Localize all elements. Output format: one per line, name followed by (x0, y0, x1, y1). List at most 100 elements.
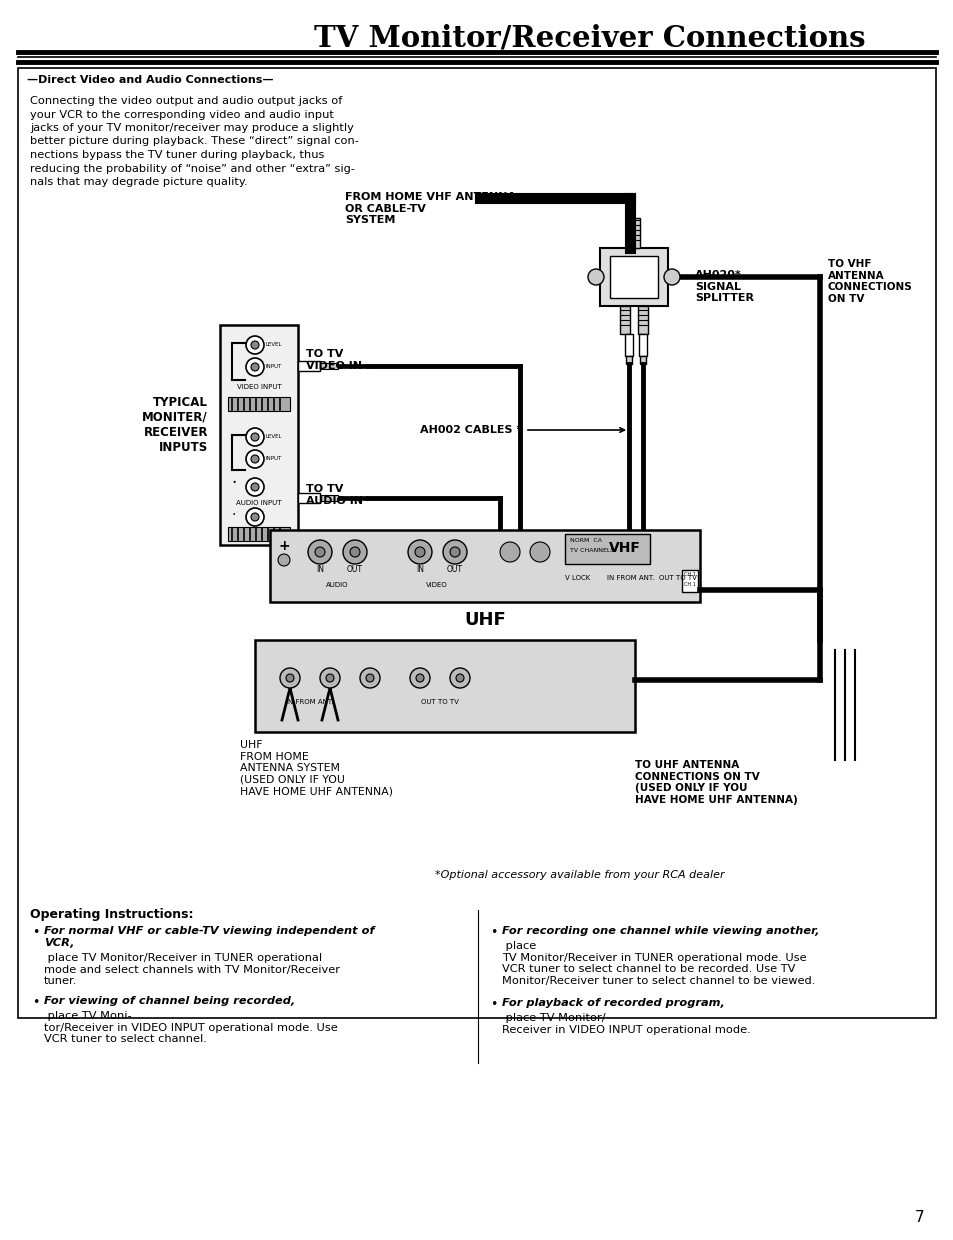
Text: place TV Monitor/
Receiver in VIDEO INPUT operational mode.: place TV Monitor/ Receiver in VIDEO INPU… (501, 1013, 750, 1034)
Text: IN: IN (416, 565, 423, 574)
Text: V LOCK: V LOCK (564, 575, 590, 582)
Text: TV CHANNELS: TV CHANNELS (569, 548, 614, 553)
Text: VHF: VHF (608, 541, 640, 556)
Bar (297, 361, 319, 371)
Text: AUDIO INPUT: AUDIO INPUT (236, 500, 281, 506)
Bar (270, 529, 700, 601)
Text: LEVEL: LEVEL (266, 342, 282, 347)
Bar (337, 496, 368, 500)
Text: •: • (490, 998, 497, 1011)
Text: OUT: OUT (347, 565, 363, 574)
Bar (254, 640, 635, 732)
Circle shape (251, 363, 258, 371)
Text: •: • (490, 926, 497, 939)
Circle shape (251, 455, 258, 463)
Circle shape (442, 539, 467, 564)
Circle shape (343, 539, 367, 564)
Circle shape (326, 675, 334, 682)
Circle shape (251, 484, 258, 491)
Circle shape (286, 675, 294, 682)
Text: +: + (278, 539, 290, 553)
Text: TYPICAL
MONITER/
RECEIVER
INPUTS: TYPICAL MONITER/ RECEIVER INPUTS (142, 396, 208, 454)
Text: AH002 CABLES *: AH002 CABLES * (419, 425, 623, 435)
Text: For playback of recorded program,: For playback of recorded program, (501, 998, 724, 1008)
Circle shape (499, 542, 519, 562)
Text: AUDIO: AUDIO (325, 582, 348, 588)
Circle shape (246, 336, 264, 353)
Bar (681, 570, 698, 591)
Text: place TV Monitor/Receiver in TUNER operational
mode and select channels with TV : place TV Monitor/Receiver in TUNER opera… (44, 954, 339, 986)
Text: TO TV
AUDIO IN: TO TV AUDIO IN (306, 484, 363, 506)
Text: CH 1: CH 1 (683, 582, 695, 587)
Bar (18, 68, 935, 1018)
Bar (564, 534, 649, 564)
Circle shape (246, 477, 264, 496)
Text: CH 1: CH 1 (683, 572, 695, 577)
Text: AH020*
SIGNAL
SPLITTER: AH020* SIGNAL SPLITTER (695, 270, 753, 304)
Bar (220, 325, 297, 546)
Text: TO VHF
ANTENNA
CONNECTIONS
ON TV: TO VHF ANTENNA CONNECTIONS ON TV (827, 259, 912, 304)
Circle shape (450, 668, 470, 688)
Text: *Optional accessory available from your RCA dealer: *Optional accessory available from your … (435, 870, 724, 880)
Text: Connecting the video output and audio output jacks of: Connecting the video output and audio ou… (30, 95, 342, 105)
Circle shape (416, 675, 423, 682)
Bar (638, 306, 647, 334)
Circle shape (450, 547, 459, 557)
Circle shape (530, 542, 550, 562)
Circle shape (251, 341, 258, 348)
Text: TO UHF ANTENNA
CONNECTIONS ON TV
(USED ONLY IF YOU
HAVE HOME UHF ANTENNA): TO UHF ANTENNA CONNECTIONS ON TV (USED O… (635, 760, 797, 805)
Text: TV Monitor/Receiver Connections: TV Monitor/Receiver Connections (314, 24, 865, 52)
Bar (297, 494, 319, 503)
Text: NORM  CA: NORM CA (569, 537, 601, 543)
Text: INPUT: INPUT (266, 456, 282, 461)
Text: For viewing of channel being recorded,: For viewing of channel being recorded, (44, 996, 294, 1006)
Circle shape (410, 668, 430, 688)
Circle shape (359, 668, 379, 688)
Circle shape (415, 547, 424, 557)
Text: UHF: UHF (464, 611, 505, 629)
Text: ·: · (232, 508, 236, 522)
Text: reducing the probability of “noise” and other “extra” sig-: reducing the probability of “noise” and … (30, 164, 355, 174)
Circle shape (277, 554, 290, 565)
Circle shape (246, 428, 264, 446)
Text: your VCR to the corresponding video and audio input: your VCR to the corresponding video and … (30, 109, 334, 119)
Text: OUT TO TV: OUT TO TV (420, 699, 458, 706)
Text: •: • (32, 996, 39, 1009)
Text: place
TV Monitor/Receiver in TUNER operational mode. Use
VCR tuner to select cha: place TV Monitor/Receiver in TUNER opera… (501, 941, 815, 986)
Circle shape (251, 513, 258, 521)
Circle shape (319, 668, 339, 688)
Text: VIDEO: VIDEO (426, 582, 447, 588)
Text: IN FROM ANT.: IN FROM ANT. (286, 699, 334, 706)
Bar (639, 356, 645, 365)
Circle shape (246, 358, 264, 376)
Bar (228, 527, 290, 541)
Text: VIDEO INPUT: VIDEO INPUT (236, 384, 281, 391)
Circle shape (246, 508, 264, 526)
Circle shape (308, 539, 332, 564)
Circle shape (456, 675, 463, 682)
Circle shape (246, 450, 264, 467)
Text: IN FROM ANT.  OUT TO TV: IN FROM ANT. OUT TO TV (606, 575, 696, 582)
Circle shape (314, 547, 325, 557)
Text: TO TV
VIDEO IN: TO TV VIDEO IN (306, 350, 361, 371)
Text: IN: IN (315, 565, 324, 574)
Text: OUT: OUT (447, 565, 462, 574)
Text: place TV Moni-
tor/Receiver in VIDEO INPUT operational mode. Use
VCR tuner to se: place TV Moni- tor/Receiver in VIDEO INP… (44, 1011, 337, 1044)
Text: nections bypass the TV tuner during playback, thus: nections bypass the TV tuner during play… (30, 150, 324, 160)
Circle shape (587, 269, 603, 285)
Bar (619, 306, 629, 334)
Bar (228, 397, 290, 410)
Text: Operating Instructions:: Operating Instructions: (30, 908, 193, 921)
Circle shape (350, 547, 359, 557)
Text: •: • (32, 926, 39, 939)
Circle shape (663, 269, 679, 285)
Text: 7: 7 (914, 1210, 923, 1225)
Bar (627, 218, 639, 248)
Circle shape (408, 539, 432, 564)
Text: UHF
FROM HOME
ANTENNA SYSTEM
(USED ONLY IF YOU
HAVE HOME UHF ANTENNA): UHF FROM HOME ANTENNA SYSTEM (USED ONLY … (240, 740, 393, 796)
Text: For normal VHF or cable-TV viewing independent of
VCR,: For normal VHF or cable-TV viewing indep… (44, 926, 375, 947)
Text: —Direct Video and Audio Connections—: —Direct Video and Audio Connections— (27, 74, 274, 86)
Circle shape (280, 668, 299, 688)
Bar (319, 495, 337, 501)
Text: jacks of your TV monitor/receiver may produce a slightly: jacks of your TV monitor/receiver may pr… (30, 123, 354, 133)
